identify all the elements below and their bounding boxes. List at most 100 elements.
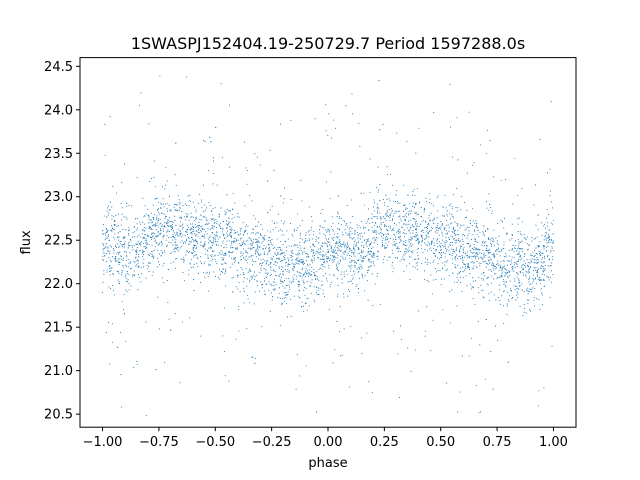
- data-point: [262, 248, 264, 250]
- data-point: [351, 227, 353, 230]
- data-point: [301, 276, 304, 278]
- data-point: [426, 226, 428, 228]
- data-point: [469, 256, 471, 258]
- data-point: [120, 203, 122, 205]
- data-point: [102, 249, 104, 251]
- data-point: [381, 246, 383, 248]
- data-point: [255, 226, 257, 228]
- data-point: [312, 255, 314, 257]
- data-point: [183, 216, 186, 218]
- data-point: [160, 227, 162, 229]
- data-point: [369, 244, 371, 246]
- data-point: [333, 260, 335, 262]
- data-point: [175, 203, 177, 205]
- data-point: [482, 249, 484, 251]
- data-point: [459, 245, 461, 247]
- x-axis-ticks: −1.00 −0.75 −0.50 −0.25 0.00 0.25 0.50 0.75 1.00: [83, 427, 568, 450]
- data-point: [128, 245, 130, 247]
- data-point: [260, 281, 262, 283]
- data-point: [328, 256, 330, 258]
- data-point: [410, 370, 412, 373]
- data-point: [549, 195, 551, 197]
- data-point: [482, 279, 484, 281]
- data-point: [256, 241, 258, 243]
- data-point: [135, 250, 137, 253]
- data-point: [232, 209, 234, 211]
- data-point: [498, 289, 500, 291]
- data-point: [408, 239, 410, 241]
- data-point: [158, 253, 161, 255]
- data-point: [415, 152, 417, 154]
- data-point: [497, 264, 499, 266]
- data-point: [377, 206, 379, 208]
- data-point: [368, 238, 370, 240]
- data-point: [511, 233, 513, 235]
- data-point: [363, 227, 365, 230]
- data-point: [531, 258, 533, 260]
- data-point: [467, 262, 469, 264]
- data-point: [151, 233, 153, 236]
- data-point: [214, 259, 216, 261]
- data-point: [188, 200, 190, 202]
- data-point: [243, 287, 245, 289]
- data-point: [192, 217, 194, 219]
- data-point: [367, 252, 369, 254]
- data-point: [121, 244, 123, 246]
- data-point: [354, 249, 356, 251]
- data-point: [252, 215, 255, 217]
- data-point: [430, 226, 432, 228]
- data-point: [461, 258, 463, 260]
- data-point: [208, 237, 210, 239]
- data-point: [190, 227, 192, 229]
- data-point: [295, 262, 297, 264]
- data-point: [337, 285, 339, 287]
- data-point: [282, 244, 284, 246]
- data-point: [465, 268, 467, 270]
- data-point: [357, 249, 359, 251]
- data-point: [500, 303, 502, 305]
- data-point: [442, 244, 444, 247]
- data-point: [286, 302, 288, 305]
- data-point: [151, 227, 153, 230]
- data-point: [360, 257, 362, 259]
- data-point: [258, 258, 260, 260]
- data-point: [338, 249, 340, 251]
- data-point: [336, 265, 338, 267]
- data-point: [151, 238, 153, 241]
- data-point: [536, 262, 538, 264]
- data-point: [370, 265, 372, 267]
- data-point: [112, 341, 114, 343]
- data-point: [209, 228, 211, 230]
- data-point: [174, 209, 176, 211]
- data-point: [255, 250, 257, 253]
- data-point: [254, 153, 256, 155]
- data-point: [396, 247, 398, 249]
- data-point: [268, 247, 270, 249]
- data-point: [280, 123, 282, 125]
- data-point: [333, 259, 335, 261]
- data-point: [216, 234, 218, 236]
- data-point: [456, 276, 458, 278]
- data-point: [249, 279, 251, 281]
- data-point: [518, 217, 520, 219]
- data-point: [382, 221, 384, 223]
- data-point: [306, 252, 308, 255]
- data-point: [289, 223, 292, 225]
- data-point: [459, 276, 462, 278]
- data-point: [240, 258, 242, 261]
- data-point: [485, 318, 487, 321]
- data-point: [339, 260, 342, 262]
- data-point: [504, 267, 506, 270]
- data-point: [113, 228, 115, 230]
- data-point: [229, 266, 231, 268]
- data-point: [483, 241, 486, 243]
- data-point: [218, 215, 220, 217]
- data-point: [433, 218, 435, 221]
- data-point: [535, 271, 538, 273]
- data-point: [389, 216, 391, 218]
- data-point: [278, 274, 280, 276]
- data-point: [201, 225, 203, 227]
- data-point: [346, 234, 348, 236]
- data-point: [385, 228, 387, 231]
- data-point: [283, 255, 285, 257]
